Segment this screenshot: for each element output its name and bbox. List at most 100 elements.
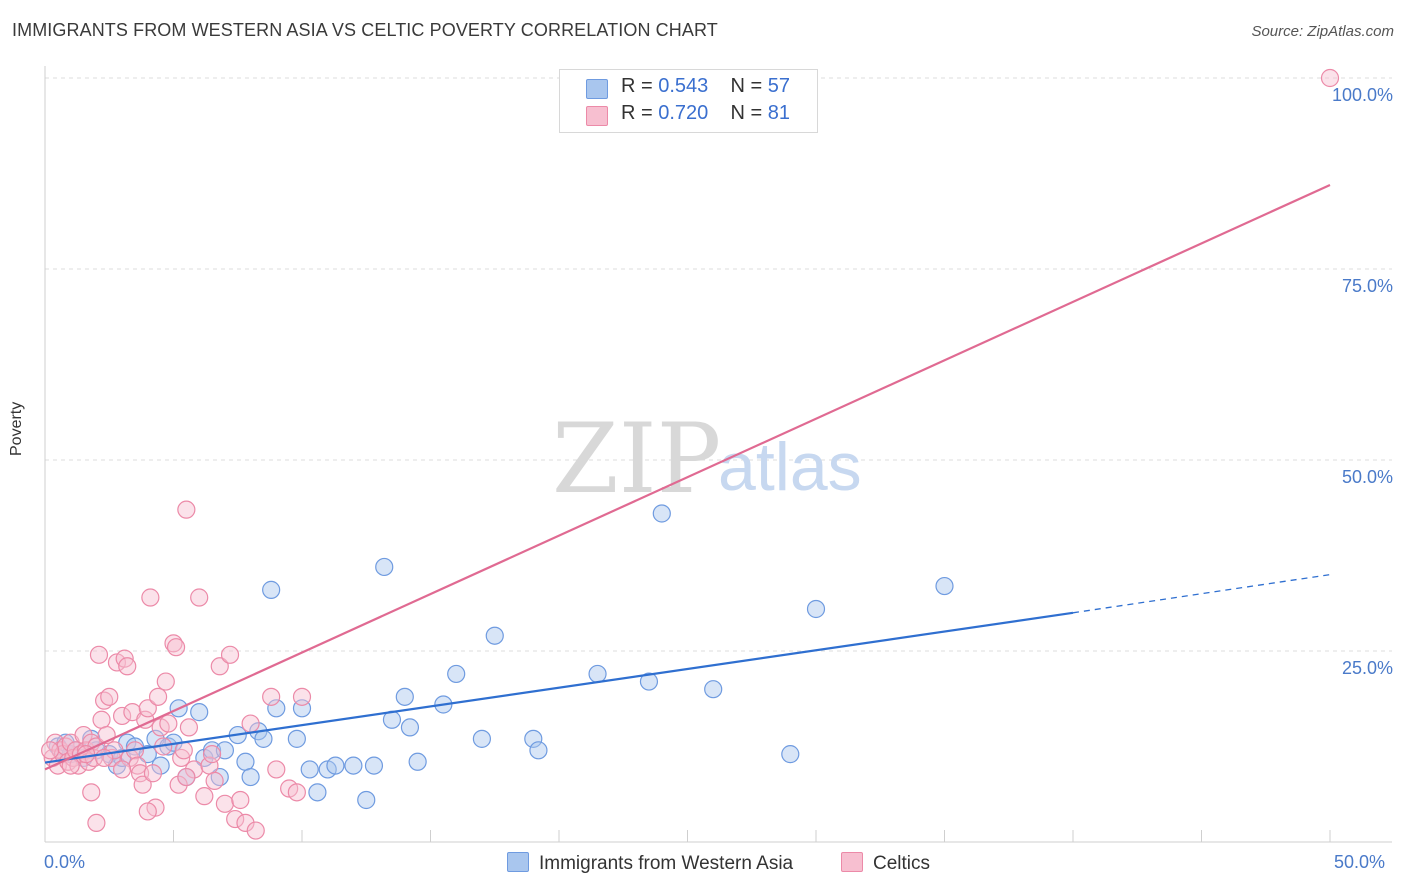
data-points <box>41 68 1340 840</box>
data-point <box>326 756 345 775</box>
data-point <box>236 752 255 771</box>
data-point <box>935 576 954 596</box>
y-tick-label: 50.0% <box>1341 467 1393 487</box>
data-point <box>100 687 119 706</box>
data-point <box>89 645 109 664</box>
data-point <box>652 504 671 523</box>
data-point <box>202 741 222 760</box>
legend-n-label: N = <box>730 102 768 124</box>
data-point <box>190 703 209 722</box>
data-point <box>156 672 175 691</box>
y-tick-label: 75.0% <box>1341 276 1393 296</box>
data-point <box>287 783 306 802</box>
legend-r-label: R = <box>621 75 659 97</box>
data-point <box>184 760 204 779</box>
data-point <box>639 672 659 691</box>
data-point <box>169 775 188 794</box>
legend: R = 0.543 N = 57 R = 0.720 N = 81 <box>559 69 818 133</box>
data-point <box>241 767 260 787</box>
legend-swatch-western-asia <box>586 79 608 99</box>
data-point <box>254 729 273 748</box>
data-point <box>202 745 222 764</box>
trend-lines <box>44 183 1331 771</box>
data-point <box>267 699 286 718</box>
data-point <box>118 657 137 676</box>
data-point <box>87 813 106 833</box>
data-point <box>357 790 376 810</box>
data-point <box>151 756 170 775</box>
data-point <box>364 756 384 775</box>
data-point <box>159 714 178 733</box>
data-point <box>215 794 234 813</box>
bottom-legend-celtics: Celtics <box>841 852 930 875</box>
legend-swatch-celtics <box>586 106 608 126</box>
data-point <box>236 813 255 833</box>
bottom-legend-swatch <box>841 852 863 872</box>
y-tick-label: 100.0% <box>1331 85 1393 105</box>
data-point <box>174 741 193 760</box>
data-point <box>190 588 209 607</box>
data-point <box>210 657 229 676</box>
source-credit: Source: ZipAtlas.com <box>1251 23 1394 40</box>
data-point <box>92 710 111 729</box>
data-point <box>375 557 394 577</box>
bottom-legend-label: Immigrants from Western Asia <box>539 853 794 874</box>
chart-title: IMMIGRANTS FROM WESTERN ASIA VS CELTIC P… <box>12 20 718 40</box>
data-point <box>267 760 286 779</box>
data-point <box>130 764 150 783</box>
bottom-legend-label: Celtics <box>873 853 931 874</box>
data-point <box>41 741 60 760</box>
legend-r-value: 0.720 <box>658 102 709 124</box>
data-point <box>74 725 93 745</box>
data-point <box>781 745 800 764</box>
legend-n-label: N = <box>730 75 768 97</box>
data-point <box>704 680 723 699</box>
data-point <box>292 687 312 706</box>
data-point <box>308 783 327 802</box>
data-point <box>177 767 196 787</box>
data-point <box>205 771 224 790</box>
x-tick-min: 0.0% <box>44 852 86 872</box>
trend-line-celtics <box>44 183 1331 771</box>
axes <box>44 66 1392 843</box>
data-point <box>241 714 260 733</box>
data-point <box>82 783 101 802</box>
bottom-legend-swatch <box>507 852 529 872</box>
data-point <box>524 729 543 748</box>
data-point <box>246 821 265 840</box>
data-point <box>485 626 504 645</box>
legend-n-value: 81 <box>767 102 791 124</box>
data-point <box>141 588 160 607</box>
data-point <box>300 760 319 779</box>
data-point <box>143 764 163 783</box>
data-point <box>220 645 240 664</box>
watermark-zip: ZIP <box>552 403 721 515</box>
data-point <box>287 729 306 748</box>
data-point <box>133 775 152 794</box>
data-point <box>148 687 168 706</box>
data-point <box>195 787 214 806</box>
data-point <box>138 802 157 821</box>
data-point <box>408 752 427 771</box>
trend-line-western-asia <box>44 611 1074 764</box>
data-point <box>344 756 363 775</box>
data-point <box>447 664 466 684</box>
watermark-atlas: atlas <box>718 429 862 505</box>
data-point <box>166 638 186 657</box>
data-point <box>262 687 281 706</box>
legend-n-value: 57 <box>767 75 791 97</box>
data-point <box>262 580 281 599</box>
series-celtics <box>41 68 1340 840</box>
data-point <box>112 760 132 779</box>
data-point <box>112 706 132 726</box>
y-tick-label: 25.0% <box>1341 658 1393 678</box>
data-point <box>806 599 826 619</box>
data-point <box>177 500 196 519</box>
trend-extension-western-asia <box>1072 573 1331 614</box>
data-point <box>400 718 420 737</box>
data-point <box>395 687 414 706</box>
gridlines <box>45 77 1392 652</box>
legend-r-value: 0.543 <box>658 75 709 97</box>
x-tick-max: 50.0% <box>1334 852 1386 872</box>
